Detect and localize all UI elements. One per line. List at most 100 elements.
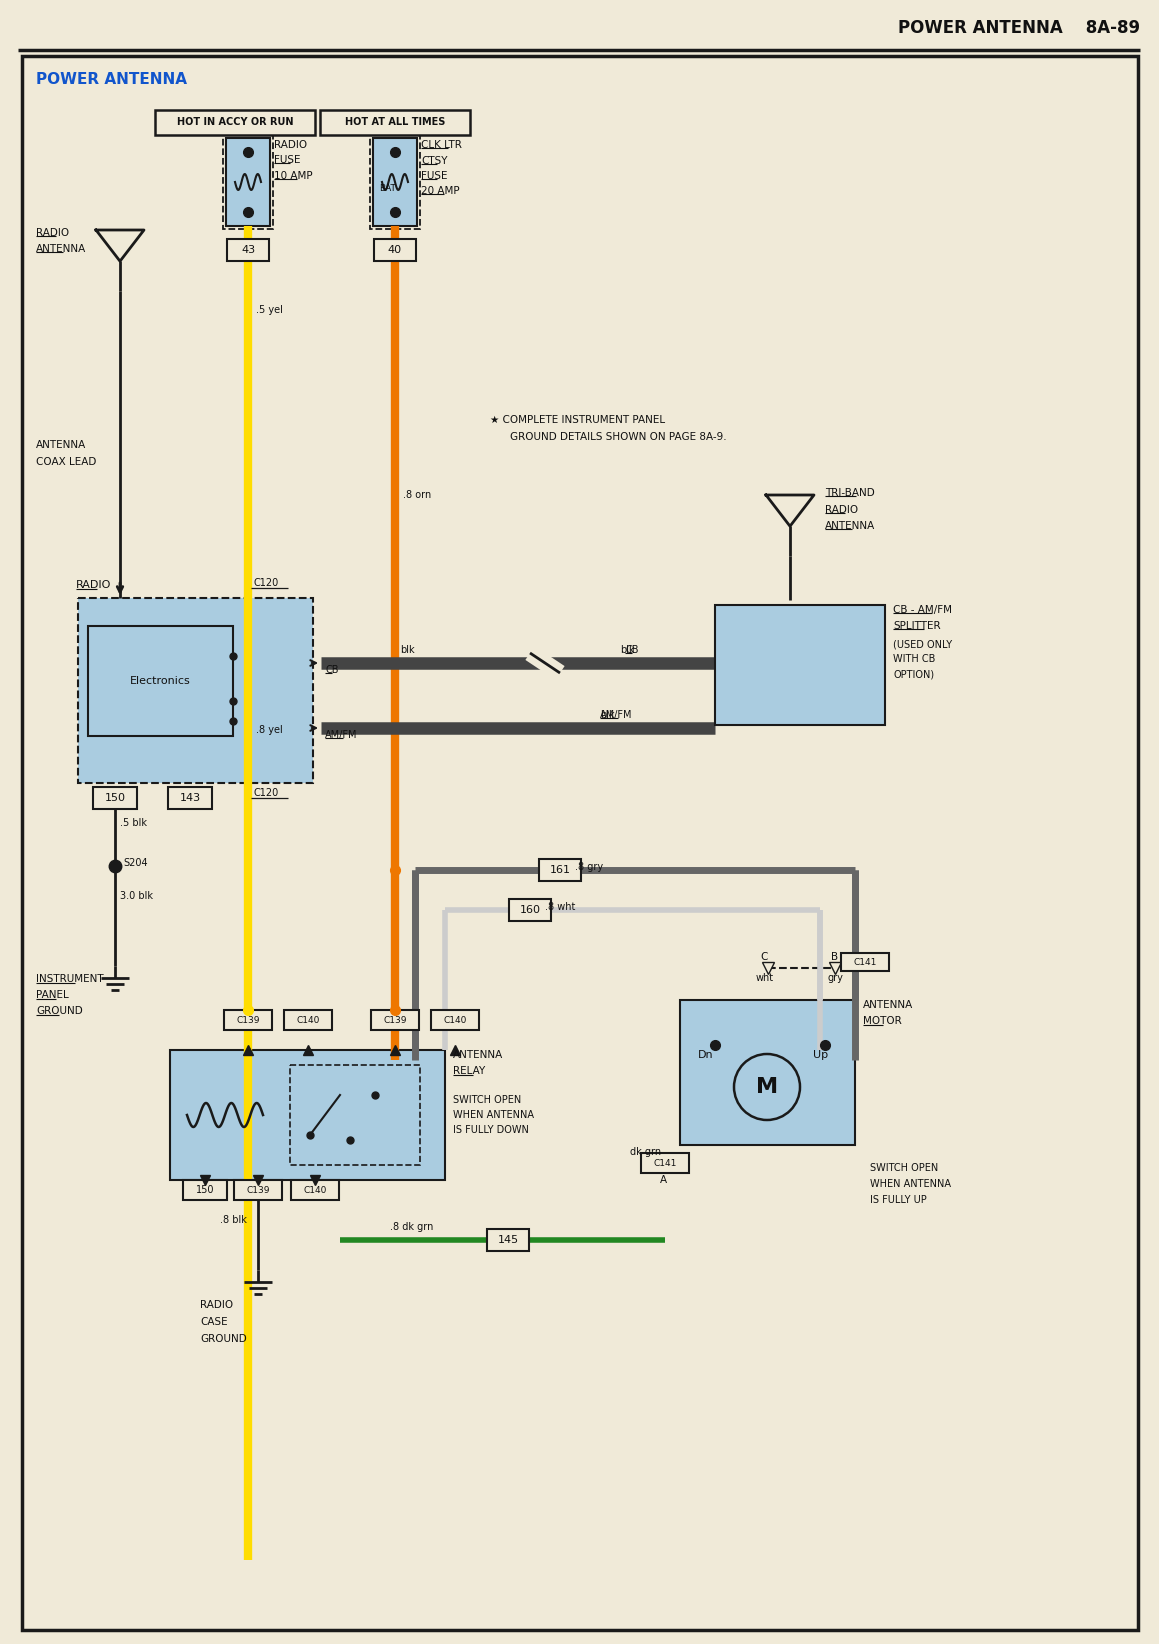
Text: .8 orn: .8 orn [403, 490, 431, 500]
Polygon shape [766, 495, 814, 526]
Text: C120: C120 [253, 579, 278, 589]
Text: BAT: BAT [379, 184, 396, 192]
Bar [291, 1180, 338, 1200]
Text: RADIO: RADIO [76, 580, 111, 590]
Bar [431, 1009, 479, 1031]
Text: (USED ONLY: (USED ONLY [892, 640, 953, 649]
Text: MOTOR: MOTOR [863, 1016, 902, 1026]
Text: WITH CB: WITH CB [892, 654, 935, 664]
Bar [371, 1009, 420, 1031]
Text: C140: C140 [297, 1016, 320, 1024]
Bar [223, 135, 274, 229]
Text: 150: 150 [196, 1185, 214, 1195]
Text: IS FULLY DOWN: IS FULLY DOWN [453, 1124, 529, 1134]
Text: RADIO: RADIO [274, 140, 307, 150]
Text: OPTION): OPTION) [892, 669, 934, 679]
Text: A: A [659, 1175, 668, 1185]
Text: SWITCH OPEN: SWITCH OPEN [453, 1095, 522, 1105]
Text: .8 yel: .8 yel [256, 725, 283, 735]
Bar [168, 787, 212, 809]
Text: POWER ANTENNA    8A-89: POWER ANTENNA 8A-89 [898, 20, 1140, 38]
Bar [284, 1009, 331, 1031]
Text: 20 AMP: 20 AMP [421, 186, 460, 196]
Text: ANTENNA: ANTENNA [36, 243, 86, 255]
Bar [641, 1152, 688, 1174]
Bar [373, 138, 417, 225]
Text: 10 AMP: 10 AMP [274, 171, 313, 181]
Bar [78, 598, 313, 783]
Text: .8 dk grn: .8 dk grn [389, 1221, 433, 1231]
Text: .8 wht: .8 wht [545, 903, 575, 912]
Text: FUSE: FUSE [421, 171, 447, 181]
Text: AM/FM: AM/FM [600, 710, 633, 720]
Bar [374, 238, 416, 261]
Text: 145: 145 [497, 1235, 518, 1245]
Text: Electronics: Electronics [130, 676, 190, 686]
Text: RELAY: RELAY [453, 1065, 486, 1077]
Text: C140: C140 [304, 1185, 327, 1195]
Text: 40: 40 [388, 245, 402, 255]
Text: RADIO: RADIO [36, 229, 70, 238]
Circle shape [734, 1054, 800, 1120]
Text: GROUND: GROUND [36, 1006, 82, 1016]
Text: C: C [760, 952, 767, 962]
Text: C120: C120 [253, 787, 278, 797]
Text: TRI-BAND: TRI-BAND [825, 488, 875, 498]
Bar [370, 135, 420, 229]
Text: 150: 150 [104, 792, 125, 802]
Bar [155, 110, 315, 135]
Text: dk grn: dk grn [630, 1148, 661, 1157]
Text: INSTRUMENT: INSTRUMENT [36, 973, 103, 985]
Text: GROUND DETAILS SHOWN ON PAGE 8A-9.: GROUND DETAILS SHOWN ON PAGE 8A-9. [510, 432, 727, 442]
Text: C141: C141 [654, 1159, 677, 1167]
Text: 161: 161 [549, 865, 570, 875]
Text: POWER ANTENNA: POWER ANTENNA [36, 72, 187, 87]
Text: CB: CB [625, 644, 639, 654]
Text: ANTENNA: ANTENNA [36, 441, 86, 450]
Text: C141: C141 [853, 957, 876, 967]
Text: FUSE: FUSE [274, 155, 300, 164]
Text: S204: S204 [123, 858, 147, 868]
Text: Dn: Dn [698, 1051, 714, 1060]
Text: .5 yel: .5 yel [256, 306, 283, 316]
Bar [290, 1065, 420, 1166]
Text: HOT IN ACCY OR RUN: HOT IN ACCY OR RUN [177, 117, 293, 127]
Text: C140: C140 [443, 1016, 467, 1024]
Text: COAX LEAD: COAX LEAD [36, 457, 96, 467]
Bar [170, 1051, 445, 1180]
Text: SPLITTER: SPLITTER [892, 621, 941, 631]
Text: GROUND: GROUND [201, 1333, 247, 1345]
Text: M: M [756, 1077, 778, 1097]
Bar [841, 954, 889, 972]
Text: B: B [831, 952, 838, 962]
Bar [715, 605, 885, 725]
Text: RADIO: RADIO [201, 1300, 233, 1310]
Text: CASE: CASE [201, 1317, 227, 1327]
Text: CB: CB [325, 666, 338, 676]
Text: C139: C139 [236, 1016, 260, 1024]
Text: blk: blk [600, 710, 614, 720]
Text: .5 blk: .5 blk [121, 819, 147, 829]
Text: HOT AT ALL TIMES: HOT AT ALL TIMES [345, 117, 445, 127]
Bar [680, 1000, 855, 1144]
Bar [487, 1230, 529, 1251]
Bar [183, 1180, 227, 1200]
Text: CB - AM/FM: CB - AM/FM [892, 605, 952, 615]
Bar [88, 626, 233, 737]
Text: 143: 143 [180, 792, 201, 802]
Text: RADIO: RADIO [825, 505, 858, 515]
Text: blk: blk [400, 644, 415, 654]
Text: WHEN ANTENNA: WHEN ANTENNA [453, 1110, 534, 1120]
Text: CLK LTR: CLK LTR [421, 140, 462, 150]
Bar [224, 1009, 272, 1031]
Text: Up: Up [812, 1051, 829, 1060]
Text: CTSY: CTSY [421, 156, 447, 166]
Text: C139: C139 [384, 1016, 407, 1024]
Text: IS FULLY UP: IS FULLY UP [870, 1195, 927, 1205]
Polygon shape [96, 230, 144, 261]
Bar [227, 238, 269, 261]
Bar [226, 138, 270, 225]
Text: blk: blk [620, 644, 635, 654]
Text: .8 blk: .8 blk [220, 1215, 247, 1225]
Text: gry: gry [828, 973, 843, 983]
